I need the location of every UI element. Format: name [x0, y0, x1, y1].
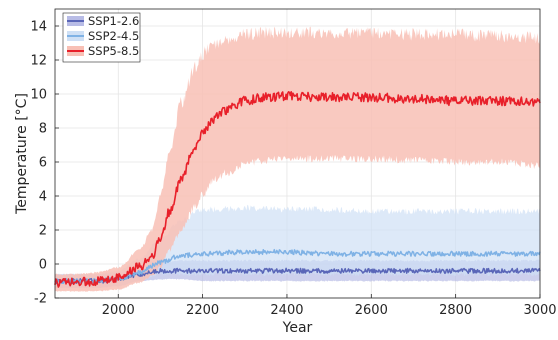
y-tick-label: 0 [39, 258, 47, 273]
y-tick-label: 4 [39, 190, 47, 205]
y-tick-label: 6 [39, 156, 47, 171]
x-tick-label: 2000 [102, 303, 135, 318]
x-tick-label: 3000 [523, 303, 556, 318]
y-tick-label: 14 [30, 20, 47, 35]
ssp2-4-5-line [54, 248, 541, 285]
x-tick-label: 2400 [270, 303, 303, 318]
y-axis-title: Temperature [°C] [14, 93, 30, 215]
y-tick-label: -2 [34, 292, 47, 307]
axis-ticks: 2000 2200 2400 2600 2800 3000 -2 0 2 4 6 8 10 12 14 [30, 20, 556, 319]
y-tick-label: 8 [39, 122, 47, 137]
y-tick-label: 12 [30, 54, 47, 69]
uncertainty-bands [55, 26, 540, 292]
ssp2-4-5-legend-label: SSP2-4.5 [88, 29, 139, 43]
series-lines [54, 91, 541, 288]
y-tick-label: 2 [39, 224, 47, 239]
ssp5-8-5-legend-label: SSP5-8.5 [88, 44, 139, 58]
y-tick-label: 10 [30, 88, 47, 103]
x-tick-label: 2200 [186, 303, 219, 318]
plot-frame [54, 8, 541, 299]
x-tick-label: 2600 [355, 303, 388, 318]
ssp1-2-6-legend-label: SSP1-2.6 [88, 14, 139, 28]
x-tick-label: 2800 [439, 303, 472, 318]
ssp5-8-5-line [54, 91, 541, 288]
ssp5-8-5-band [55, 26, 540, 292]
x-axis-title: Year [282, 320, 313, 336]
